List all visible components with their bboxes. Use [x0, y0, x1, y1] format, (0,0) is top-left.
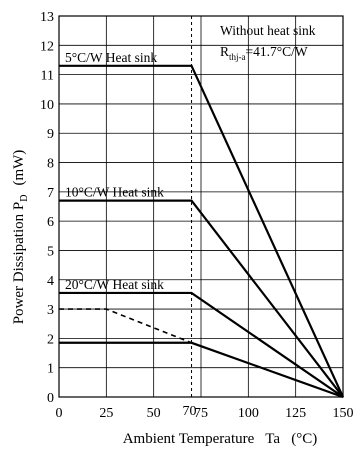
y-tick-label: 13 — [40, 10, 54, 25]
series-label-3: 20°C/W Heat sink — [65, 277, 164, 292]
y-axis-title-sub: D — [19, 195, 30, 202]
without-heat-sink-annotation: Without heat sink Rthj-a=41.7°C/W — [220, 23, 316, 62]
y-tick-label: 2 — [47, 332, 54, 347]
y-tick-label: 3 — [47, 303, 54, 318]
y-tick-label: 5 — [47, 244, 54, 259]
x-tick-label: 125 — [285, 406, 306, 421]
series-line-2 — [59, 199, 344, 398]
series-labels: 5°C/W Heat sink 10°C/W Heat sink 20°C/W He… — [65, 50, 164, 292]
y-tick-label: 0 — [47, 391, 54, 406]
y-axis-title: Power Dissipation PD (mW) — [11, 150, 30, 325]
x-tick-label: 100 — [238, 406, 259, 421]
y-tick-label: 11 — [41, 69, 54, 84]
x-tick-label: 75 — [194, 406, 208, 421]
x-tick-label: 0 — [56, 406, 63, 421]
x-tick-label: 150 — [333, 406, 354, 421]
plot-frame — [58, 15, 344, 398]
series-label-1: 5°C/W Heat sink — [65, 50, 157, 65]
rth-sub: thj-a — [229, 52, 246, 62]
x-axis-title: Ambient Temperature Ta (°C) — [123, 431, 318, 447]
y-tick-label: 9 — [47, 127, 54, 142]
y-axis-title-unit: (mW) — [11, 150, 27, 186]
series-line-3 — [59, 291, 344, 398]
x-ticks: 0 25 50 75 100 125 150 70 — [56, 404, 354, 421]
series-line-5 — [59, 308, 192, 344]
y-tick-label: 1 — [47, 362, 54, 377]
rth-label: Rthj-a=41.7°C/W — [220, 44, 308, 62]
y-tick-label: 8 — [47, 157, 54, 172]
series-label-2: 10°C/W Heat sink — [65, 185, 164, 200]
x-tick-label: 50 — [147, 406, 161, 421]
y-tick-label: 4 — [47, 274, 54, 289]
y-axis-title-main: Power Dissipation P — [11, 202, 27, 325]
rth-main: R — [220, 44, 229, 59]
y-tick-label: 10 — [40, 98, 54, 113]
grid — [59, 16, 343, 397]
y-tick-label: 12 — [40, 39, 54, 54]
y-tick-label: 7 — [47, 186, 54, 201]
y-tick-label: 6 — [47, 215, 54, 230]
marker-tick-label: 70 — [183, 404, 197, 419]
rth-value: =41.7°C/W — [246, 44, 308, 59]
series-group — [59, 64, 345, 399]
x-tick-label: 25 — [99, 406, 113, 421]
without-heat-sink-label: Without heat sink — [220, 23, 316, 38]
series-line-1 — [59, 64, 345, 398]
